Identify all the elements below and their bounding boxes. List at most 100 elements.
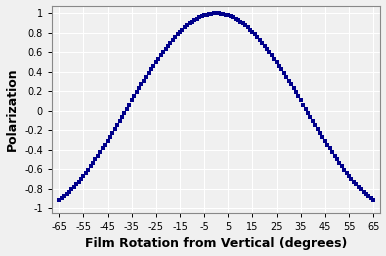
- Point: [300, 102, 306, 106]
- Point: [283, 75, 290, 79]
- Point: [174, 32, 181, 36]
- Point: [208, 12, 215, 16]
- Point: [370, 198, 376, 202]
- Point: [264, 47, 270, 51]
- Point: [269, 53, 275, 57]
- Point: [271, 57, 277, 61]
- Point: [85, 167, 91, 172]
- Point: [215, 11, 222, 15]
- Point: [148, 67, 154, 71]
- Point: [189, 20, 195, 24]
- Point: [257, 38, 263, 42]
- Point: [121, 111, 127, 115]
- X-axis label: Film Rotation from Vertical (degrees): Film Rotation from Vertical (degrees): [85, 238, 347, 250]
- Point: [143, 75, 149, 79]
- Point: [327, 146, 333, 151]
- Y-axis label: Polarization: Polarization: [5, 67, 19, 151]
- Point: [240, 22, 246, 26]
- Point: [358, 187, 364, 191]
- Point: [109, 131, 115, 135]
- Point: [179, 28, 186, 32]
- Point: [56, 198, 63, 202]
- Point: [363, 192, 369, 196]
- Point: [112, 127, 118, 131]
- Point: [151, 63, 157, 68]
- Point: [206, 12, 212, 16]
- Point: [155, 57, 161, 61]
- Point: [124, 106, 130, 111]
- Point: [237, 20, 244, 24]
- Point: [293, 90, 299, 94]
- Point: [276, 63, 282, 68]
- Point: [344, 171, 350, 175]
- Point: [196, 15, 202, 19]
- Point: [126, 102, 132, 106]
- Point: [286, 79, 292, 83]
- Point: [349, 177, 355, 181]
- Point: [203, 13, 210, 17]
- Point: [247, 28, 253, 32]
- Point: [163, 47, 169, 51]
- Point: [322, 139, 328, 143]
- Point: [182, 25, 188, 29]
- Point: [213, 11, 219, 15]
- Point: [102, 143, 108, 147]
- Point: [199, 14, 205, 18]
- Point: [191, 18, 198, 22]
- Point: [134, 90, 140, 94]
- Point: [290, 86, 296, 90]
- Point: [336, 161, 342, 165]
- Point: [242, 23, 248, 27]
- Point: [141, 79, 147, 83]
- Point: [261, 44, 267, 48]
- Point: [307, 115, 313, 119]
- Point: [319, 135, 325, 139]
- Point: [324, 143, 330, 147]
- Point: [225, 13, 231, 17]
- Point: [201, 13, 207, 17]
- Point: [73, 182, 79, 186]
- Point: [305, 111, 311, 115]
- Point: [295, 94, 301, 99]
- Point: [100, 146, 106, 151]
- Point: [66, 190, 72, 194]
- Point: [95, 154, 101, 158]
- Point: [88, 164, 94, 168]
- Point: [266, 50, 273, 54]
- Point: [368, 196, 374, 200]
- Point: [136, 86, 142, 90]
- Point: [252, 32, 258, 36]
- Point: [78, 177, 84, 181]
- Point: [245, 25, 251, 29]
- Point: [317, 131, 323, 135]
- Point: [138, 82, 144, 87]
- Point: [278, 67, 284, 71]
- Point: [68, 187, 74, 191]
- Point: [312, 123, 318, 127]
- Point: [170, 38, 176, 42]
- Point: [131, 94, 137, 99]
- Point: [220, 12, 227, 16]
- Point: [83, 171, 89, 175]
- Point: [97, 150, 103, 154]
- Point: [303, 106, 309, 111]
- Point: [80, 174, 86, 178]
- Point: [232, 17, 239, 21]
- Point: [119, 115, 125, 119]
- Point: [117, 119, 123, 123]
- Point: [298, 99, 304, 103]
- Point: [223, 13, 229, 17]
- Point: [281, 71, 287, 75]
- Point: [105, 139, 111, 143]
- Point: [310, 119, 316, 123]
- Point: [218, 12, 224, 16]
- Point: [114, 123, 120, 127]
- Point: [329, 150, 335, 154]
- Point: [315, 127, 321, 131]
- Point: [165, 44, 171, 48]
- Point: [361, 190, 367, 194]
- Point: [71, 185, 77, 189]
- Point: [59, 196, 65, 200]
- Point: [63, 192, 69, 196]
- Point: [160, 50, 166, 54]
